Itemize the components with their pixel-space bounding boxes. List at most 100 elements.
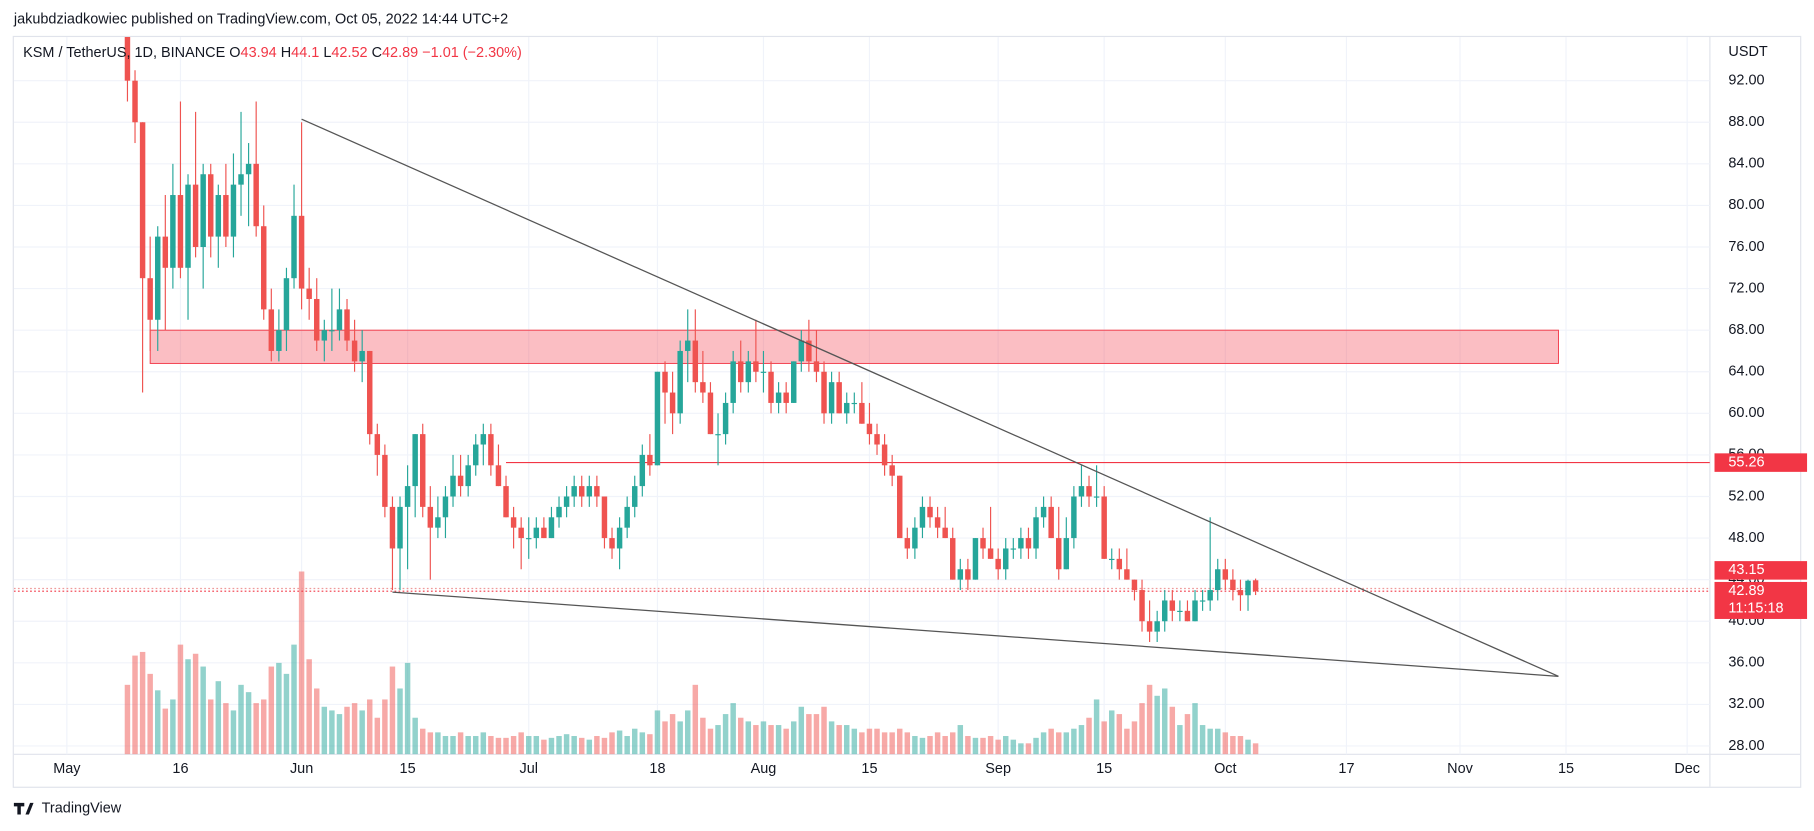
volume-bar — [745, 721, 752, 755]
candle-body — [1154, 621, 1160, 632]
volume-bar — [155, 690, 161, 755]
candle-body — [1124, 569, 1130, 580]
x-tick-label: 16 — [172, 761, 188, 777]
candle-body — [912, 527, 918, 549]
candle-body — [374, 434, 381, 455]
volume-bar — [510, 736, 517, 755]
volume-bar — [844, 725, 850, 755]
x-tick-label: Jun — [290, 761, 313, 777]
volume-bar — [215, 681, 222, 755]
volume-bar — [389, 666, 396, 755]
y-tick-label: 76.00 — [1728, 239, 1764, 255]
volume-bar — [586, 739, 593, 755]
candle-body — [1101, 496, 1107, 559]
volume-bar — [412, 717, 418, 755]
volume-bar — [647, 734, 653, 755]
volume-bar — [1101, 721, 1107, 755]
volume-bar — [253, 703, 259, 755]
candle-body — [904, 538, 911, 549]
volume-bar — [473, 736, 479, 755]
candle-body — [624, 506, 630, 528]
volume-bar — [851, 728, 858, 755]
volume-bar — [579, 737, 585, 755]
trendline — [392, 591, 1559, 677]
y-tick-label: 80.00 — [1728, 197, 1764, 213]
candle-body — [874, 434, 880, 445]
candle-body — [1048, 506, 1054, 539]
candle-body — [1237, 590, 1244, 596]
candle-body — [654, 371, 661, 466]
candle-body — [1040, 506, 1047, 518]
candle-body — [208, 174, 214, 237]
plot — [13, 37, 1710, 755]
volume-bar — [1086, 717, 1092, 755]
candle-body — [836, 382, 842, 414]
candle-body — [261, 226, 267, 310]
volume-bar — [1192, 703, 1198, 755]
volume-bar — [919, 737, 926, 755]
volume-bar — [1033, 737, 1039, 755]
volume-bar — [495, 737, 502, 755]
volume-bar — [783, 728, 789, 755]
volume-bar — [170, 699, 176, 755]
volume-bar — [897, 728, 903, 755]
volume-bar — [632, 728, 638, 755]
header: jakubdziadkowiec published on TradingVie… — [13, 11, 508, 27]
candle-body — [155, 236, 161, 320]
candle-body — [124, 37, 131, 81]
volume-bar — [904, 732, 911, 755]
candle-body — [1139, 590, 1145, 622]
candle-body — [442, 496, 449, 518]
volume-bar — [238, 684, 244, 755]
volume-bar — [1207, 728, 1213, 755]
y-tick-label: 92.00 — [1728, 72, 1764, 88]
candle-body — [548, 517, 555, 539]
volume-bar — [518, 732, 524, 755]
volume-bar — [435, 732, 441, 755]
candle-body — [950, 538, 956, 580]
volume-bar — [291, 644, 297, 755]
candle-body — [162, 236, 169, 268]
volume-bar — [298, 571, 305, 755]
currency-label: USDT — [1728, 44, 1768, 60]
candle-body — [601, 496, 608, 539]
volume-bar — [359, 710, 365, 755]
volume-bar — [1109, 710, 1115, 755]
y-tick-label: 88.00 — [1728, 114, 1764, 130]
candle-body — [473, 444, 479, 466]
volume-bar — [1139, 703, 1145, 755]
volume-bar — [730, 703, 736, 755]
volume-bar — [1071, 728, 1077, 755]
candle-body — [995, 558, 1001, 570]
candle-body — [1207, 590, 1213, 601]
volume-bar — [1010, 739, 1017, 755]
candle-body — [609, 538, 615, 549]
volume-bar — [306, 659, 312, 755]
volume-bar — [874, 728, 880, 755]
candle-body — [427, 506, 434, 528]
candle-body — [223, 195, 229, 237]
candle-body — [245, 163, 252, 175]
volume-bar — [177, 644, 184, 755]
volume-bar — [139, 651, 146, 755]
volume-bar — [859, 732, 865, 755]
candle-body — [170, 195, 176, 268]
volume-bar — [1146, 684, 1153, 755]
candle-body — [1131, 579, 1138, 591]
volume-bar — [1162, 688, 1168, 755]
countdown-label: 11:15:18 — [1728, 600, 1783, 616]
volume-bar — [1154, 695, 1160, 755]
candle-body — [518, 527, 524, 539]
volume-bar — [404, 662, 411, 755]
candle-body — [980, 538, 986, 549]
candle-body — [283, 278, 290, 331]
volume-bar — [329, 710, 335, 755]
candle-body — [556, 506, 562, 518]
candle-body — [866, 423, 873, 435]
candle-body — [510, 517, 517, 528]
volume-bar — [1078, 725, 1085, 755]
volume-bar — [707, 728, 714, 755]
volume-bar — [957, 725, 964, 755]
volume-bar — [601, 737, 608, 755]
